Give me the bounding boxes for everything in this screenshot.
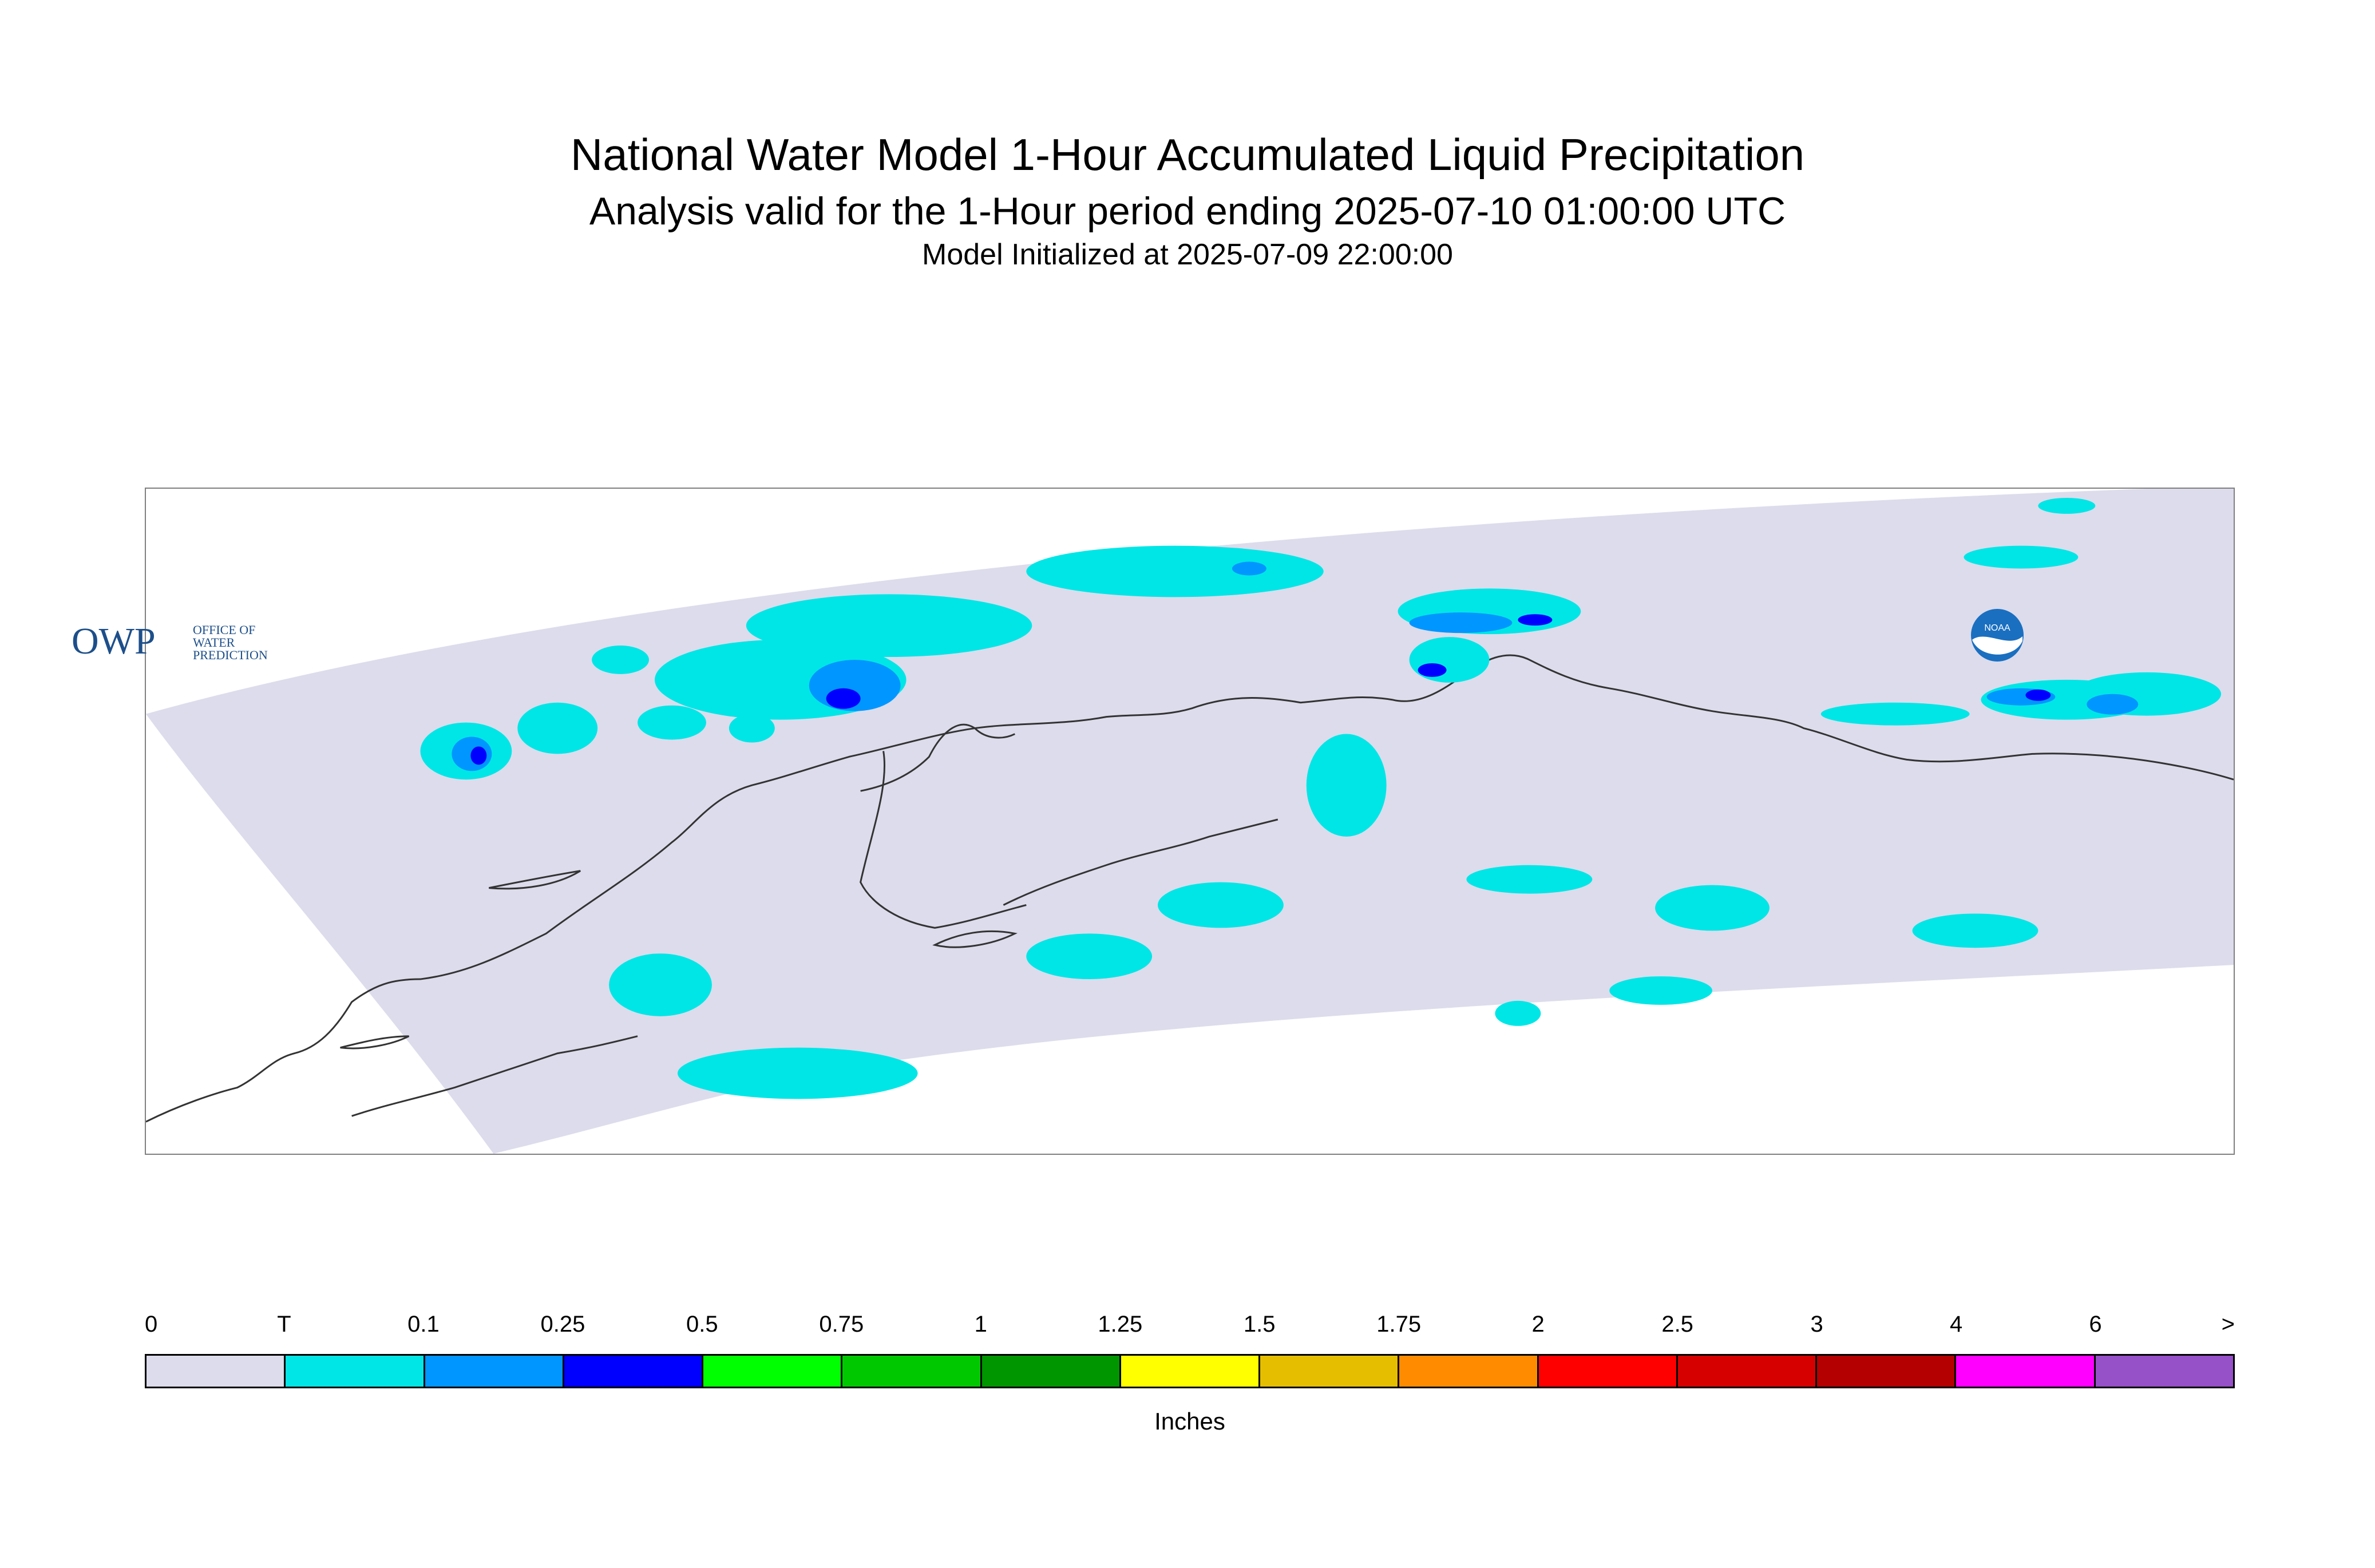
precip-cell bbox=[609, 953, 712, 1016]
precip-cell bbox=[746, 594, 1032, 657]
precip-cell bbox=[1912, 913, 2038, 948]
precip-cell bbox=[826, 688, 861, 709]
precip-cell bbox=[1026, 545, 1324, 597]
precip-cell bbox=[1409, 612, 1513, 633]
precip-cell bbox=[677, 1047, 918, 1099]
precip-cell bbox=[1026, 933, 1153, 980]
legend-swatch bbox=[2095, 1356, 2233, 1387]
precip-cell bbox=[592, 646, 650, 674]
precip-cell bbox=[638, 705, 706, 740]
legend-swatch bbox=[1538, 1356, 1678, 1387]
precip-cell bbox=[1964, 545, 2079, 569]
legend-tick-label: 1.5 bbox=[1243, 1312, 1276, 1337]
precip-cell bbox=[1306, 734, 1387, 837]
coastlines bbox=[146, 654, 2234, 1123]
precip-cell bbox=[1466, 865, 1593, 894]
noaa-logo: NOAA bbox=[1971, 609, 2024, 662]
legend-color-bar bbox=[145, 1354, 2235, 1388]
legend-tick-label: 1.25 bbox=[1098, 1312, 1143, 1337]
legend-swatch bbox=[842, 1356, 982, 1387]
precip-cell bbox=[729, 714, 775, 743]
precip-cell bbox=[1409, 637, 1490, 683]
legend-tick-label: 0.5 bbox=[686, 1312, 718, 1337]
color-legend: 0 T 0.1 0.25 0.5 0.75 1 1.25 1.5 1.75 2 2.5 3 4 6 > Inc… bbox=[145, 1312, 2235, 1449]
precip-cell bbox=[2038, 497, 2096, 514]
model-init-line: Model Initialized at 2025-07-09 22:00:00 bbox=[922, 238, 1453, 271]
legend-tick-label: T bbox=[277, 1312, 291, 1337]
legend-swatch bbox=[981, 1356, 1121, 1387]
legend-units-label: Inches bbox=[1154, 1408, 1225, 1435]
coastline-southcentral bbox=[1003, 818, 1278, 906]
precip-cell bbox=[1495, 1000, 1541, 1026]
chart-title: National Water Model 1-Hour Accumulated … bbox=[570, 129, 1805, 180]
legend-tick-label: 3 bbox=[1810, 1312, 1823, 1337]
legend-swatch bbox=[147, 1356, 286, 1387]
owp-line-2: WATER bbox=[193, 635, 235, 650]
precip-cell bbox=[2087, 694, 2139, 715]
precip-cell bbox=[470, 746, 487, 765]
legend-swatch bbox=[286, 1356, 425, 1387]
legend-tick-label: > bbox=[2221, 1312, 2235, 1337]
precip-cell bbox=[1820, 702, 1970, 726]
legend-swatch bbox=[1399, 1356, 1539, 1387]
precip-moderate bbox=[470, 614, 2051, 765]
precip-cell bbox=[2025, 689, 2051, 701]
legend-tick-label: 4 bbox=[1949, 1312, 1963, 1337]
legend-swatch bbox=[1817, 1356, 1957, 1387]
noaa-text: NOAA bbox=[1984, 623, 2010, 633]
precip-cell bbox=[1158, 882, 1284, 928]
legend-tick-label: 1 bbox=[974, 1312, 987, 1337]
coastline-north-slope bbox=[860, 723, 1016, 792]
legend-tick-label: 2 bbox=[1531, 1312, 1545, 1337]
legend-tick-label: 6 bbox=[2089, 1312, 2102, 1337]
precip-cell bbox=[1609, 976, 1712, 1005]
precip-cell bbox=[1518, 614, 1553, 626]
coastline-islands bbox=[340, 870, 581, 1050]
valid-period-subtitle: Analysis valid for the 1-Hour period end… bbox=[589, 189, 1786, 233]
precipitation-map bbox=[146, 489, 2234, 1154]
precip-cell bbox=[517, 702, 598, 754]
precip-cell bbox=[1655, 885, 1770, 931]
legend-tick-label: 2.5 bbox=[1661, 1312, 1693, 1337]
legend-swatch bbox=[425, 1356, 564, 1387]
legend-tick-label: 0.25 bbox=[540, 1312, 585, 1337]
precip-cell bbox=[1232, 561, 1266, 576]
coastline-kodiak bbox=[932, 930, 1018, 948]
legend-tick-label: 0 bbox=[145, 1312, 158, 1337]
map-panel bbox=[145, 488, 2235, 1155]
legend-swatch bbox=[1956, 1356, 2096, 1387]
owp-wordmark: OWP bbox=[72, 620, 156, 662]
precip-cell bbox=[1418, 663, 1447, 677]
coastline-interior-boundary bbox=[860, 751, 1027, 929]
coastline-mainland bbox=[146, 654, 2234, 1123]
legend-swatch bbox=[1121, 1356, 1261, 1387]
legend-tick-label: 0.75 bbox=[819, 1312, 864, 1337]
legend-swatch bbox=[703, 1356, 843, 1387]
coastline-bristol-bay bbox=[351, 1035, 638, 1117]
owp-line-1: OFFICE OF bbox=[193, 623, 255, 637]
legend-swatch bbox=[1677, 1356, 1818, 1387]
legend-swatch bbox=[564, 1356, 704, 1387]
legend-swatch bbox=[1260, 1356, 1400, 1387]
legend-tick-label: 1.75 bbox=[1376, 1312, 1422, 1337]
legend-tick-label: 0.1 bbox=[407, 1312, 440, 1337]
owp-logo: OWP OFFICE OF WATER PREDICTION bbox=[72, 620, 268, 662]
owp-line-3: PREDICTION bbox=[193, 648, 268, 662]
